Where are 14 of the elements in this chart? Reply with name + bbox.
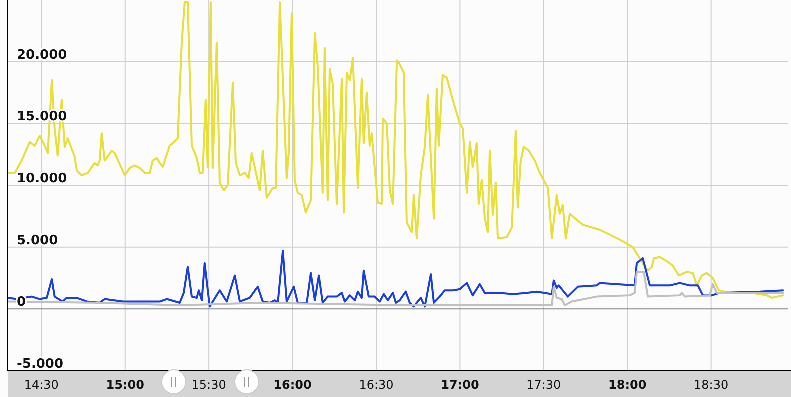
y-tick-label: -5.000 [17,357,64,372]
x-tick-label: 17:00 [441,378,480,392]
x-tick-label: 15:00 [106,378,144,392]
y-tick-label: 0 [17,295,26,310]
x-tick-label: 15:30 [192,378,226,392]
x-tick-label: 18:00 [608,378,647,392]
x-tick-label: 16:00 [274,378,312,392]
x-tick-label: 17:30 [526,378,562,392]
x-tick-label: 16:30 [359,378,394,392]
x-tick-label: 18:30 [694,378,729,392]
x-tick-label: 14:30 [24,378,59,392]
y-tick-label: 10.000 [17,172,68,186]
y-tick-label: 5.000 [17,233,58,248]
y-tick-label: 20.000 [17,48,68,63]
